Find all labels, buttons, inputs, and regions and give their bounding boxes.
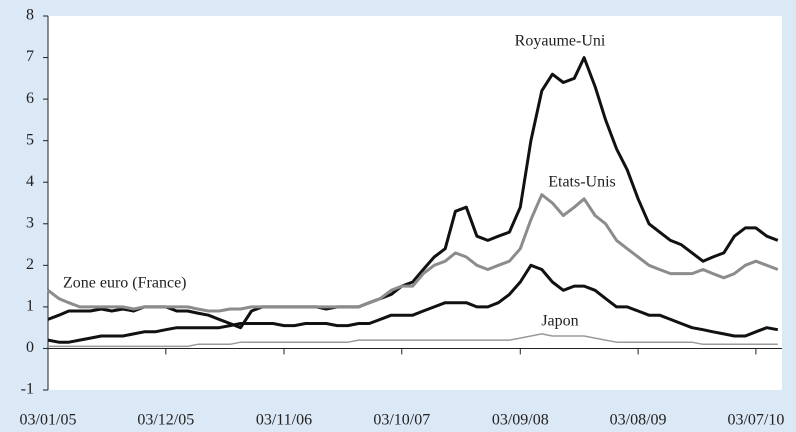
y-tick-label: 0 [26, 339, 34, 356]
x-tick-label: 03/01/05 [20, 412, 77, 429]
x-tick-label: 03/10/07 [373, 412, 430, 429]
data-line [48, 333, 778, 348]
x-tick-label: 03/11/06 [256, 412, 312, 429]
series-annotation: Royaume-Uni [515, 33, 606, 50]
data-line [47, 193, 779, 313]
x-tick-label: 03/12/05 [137, 412, 194, 429]
plot-area [48, 16, 782, 390]
series-annotation: Zone euro (France) [63, 275, 187, 292]
y-tick-label: -1 [21, 381, 34, 398]
y-tick-label: 7 [26, 48, 34, 65]
y-tick-label: 4 [26, 173, 34, 190]
data-line [47, 263, 779, 344]
y-tick-label: 3 [26, 214, 34, 231]
y-tick-label: 2 [26, 256, 34, 273]
y-tick-label: 5 [26, 131, 34, 148]
y-tick-label: 8 [26, 7, 34, 24]
x-tick-label: 03/07/10 [727, 412, 784, 429]
series-annotation: Etats-Unis [548, 174, 616, 191]
y-tick-label: 1 [26, 298, 34, 315]
y-tick-label: 6 [26, 90, 34, 107]
x-tick-label: 03/09/08 [492, 412, 549, 429]
series-annotation: Japon [541, 313, 578, 330]
x-tick-label: 03/08/09 [610, 412, 667, 429]
